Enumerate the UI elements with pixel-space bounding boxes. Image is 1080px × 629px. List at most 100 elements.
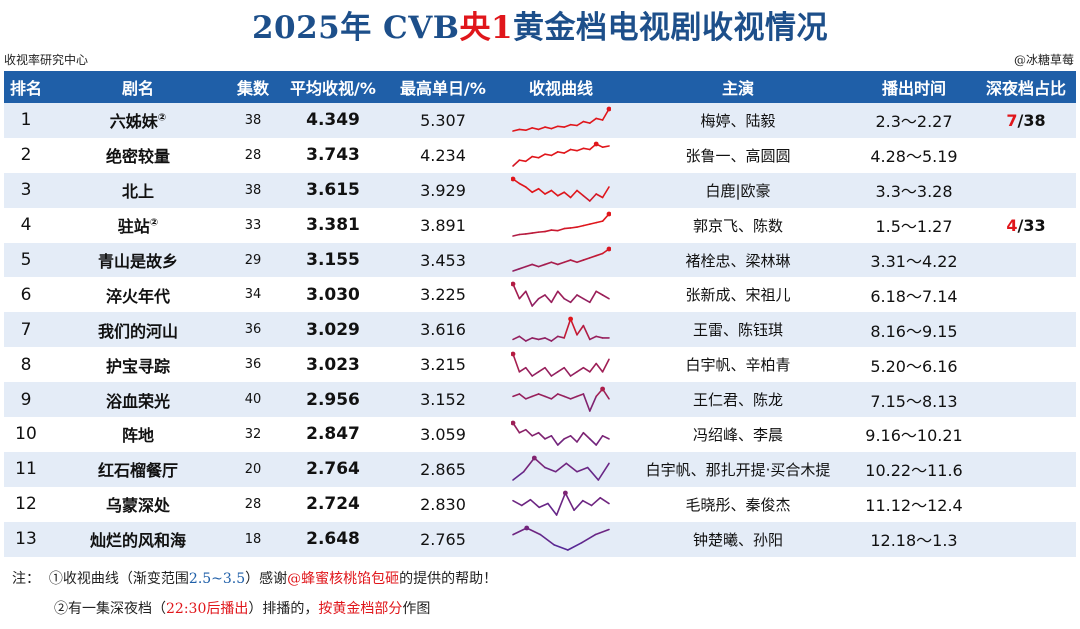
curve-peak-point <box>568 316 573 322</box>
table-row: 13 灿烂的风和海 18 2.648 2.765 钟楚曦、孙阳 12.18～1.3 <box>4 521 1076 557</box>
episodes-cell: 38 <box>244 182 262 198</box>
rating-curve <box>511 421 610 447</box>
peak-rating-cell: 3.225 <box>420 285 466 305</box>
total-episodes: /38 <box>1017 110 1046 130</box>
air-date-cell: 5.20～6.16 <box>870 356 958 376</box>
rank-cell: 3 <box>20 180 32 201</box>
curve-segment <box>580 533 597 544</box>
curve-segment <box>550 229 559 232</box>
curve-segment <box>589 118 597 125</box>
drama-name: 乌蒙深处 <box>105 496 170 516</box>
curve-segment <box>512 268 521 272</box>
avg-rating-cell: 2.847 <box>306 424 360 445</box>
title-part-1: 2025年 CVB <box>251 10 460 46</box>
curve-segment <box>595 252 604 257</box>
episodes-cell: 32 <box>244 426 262 442</box>
air-date-cell: 8.16～9.15 <box>870 321 958 341</box>
peak-rating-cell: 3.059 <box>420 424 466 444</box>
rating-curve <box>512 141 610 168</box>
rank-cell: 12 <box>15 494 37 515</box>
footnotes: 注： ①收视曲线（渐变范围2.5~3.5）感谢@蜂蜜核桃馅包砸的提供的帮助！ ②… <box>12 566 497 626</box>
episodes-cell: 36 <box>244 322 262 338</box>
drama-name-cell: 浴血荣光 <box>48 382 228 417</box>
curve-segment <box>531 432 540 438</box>
drama-name-cell: 驻站② <box>48 208 228 243</box>
rank-cell: 7 <box>20 319 32 340</box>
curve-segment <box>582 257 591 261</box>
curve-peak-point <box>511 281 516 287</box>
curve-segment <box>582 121 591 125</box>
curve-segment <box>525 232 534 235</box>
rating-curve <box>511 281 610 307</box>
peak-rating-cell: 4.234 <box>420 145 466 165</box>
curve-segment <box>601 358 610 373</box>
drama-name: 护宝寻踪 <box>105 356 170 376</box>
rating-curve <box>512 107 611 133</box>
curve-segment <box>563 227 572 230</box>
curve-segment <box>512 159 521 168</box>
peak-rating-cell: 3.891 <box>420 215 466 235</box>
curve-segment <box>518 429 527 434</box>
curve-segment <box>518 335 527 342</box>
air-date-cell: 1.5～1.27 <box>875 217 953 237</box>
curve-segment <box>531 336 540 341</box>
curve-segment <box>512 129 521 133</box>
rank-cell: 5 <box>20 250 32 270</box>
episodes-cell: 29 <box>244 252 262 268</box>
curve-peak-point <box>511 421 516 426</box>
curve-segment <box>576 294 585 300</box>
peak-rating-cell: 2.765 <box>420 529 466 549</box>
drama-name: 六姊妹 <box>109 112 158 132</box>
avg-rating-cell: 3.155 <box>306 250 360 270</box>
peak-rating-cell: 3.152 <box>420 390 466 410</box>
table-row: 10 阵地 32 2.847 3.059 冯绍峰、李晨 9.16～10.21 <box>4 417 1076 452</box>
peak-rating-cell: 2.865 <box>420 459 466 479</box>
curve-segment <box>525 429 534 438</box>
col-header-name: 剧名 <box>121 79 154 98</box>
curve-cell <box>498 208 624 243</box>
drama-name-cell: 绝密较量 <box>48 138 228 173</box>
curve-segment <box>576 432 585 444</box>
footnote-1-text: ①收视曲线（渐变范围 <box>48 571 189 587</box>
title-channel: 央1 <box>459 10 514 46</box>
rank-cell: 10 <box>15 424 37 445</box>
footnote-2-text-d: 作图 <box>402 601 431 617</box>
footnote-mark: ② <box>157 113 167 125</box>
drama-name-cell: 护宝寻踪 <box>48 347 228 382</box>
actors-cell: 梅婷、陆毅 <box>700 111 776 130</box>
curve-segment <box>529 499 540 509</box>
curve-segment <box>589 438 597 447</box>
table-row: 4 驻站② 33 3.381 3.891 郭京飞、陈数 1.5～1.27 4/33 <box>4 207 1076 243</box>
curve-cell <box>498 138 624 173</box>
curve-segment <box>550 392 559 400</box>
table-row: 2 绝密较量 28 3.743 4.234 张鲁一、高圆圆 4.28～5.19 <box>4 137 1076 173</box>
drama-name: 北上 <box>121 182 154 202</box>
drama-name-cell: 阵地 <box>48 417 228 452</box>
air-date-cell: 11.12～12.4 <box>865 496 963 516</box>
footnote-2-text: ②有一集深夜档（ <box>54 601 166 617</box>
curve-cell <box>498 277 624 312</box>
curve-segment <box>531 370 540 377</box>
curve-segment <box>569 317 578 336</box>
actors-cell: 张鲁一、高圆圆 <box>685 146 791 165</box>
curve-peak-point <box>600 386 605 391</box>
avg-rating-cell: 4.349 <box>306 110 360 131</box>
episodes-cell: 36 <box>244 357 262 373</box>
actors-cell: 冯绍峰、李晨 <box>692 425 783 444</box>
curve-segment <box>512 392 521 397</box>
late-share-cell <box>976 312 1076 347</box>
curve-segment <box>550 370 559 377</box>
air-date-cell: 6.18～7.14 <box>870 286 958 306</box>
curve-segment <box>601 435 610 441</box>
curve-cell <box>498 522 624 557</box>
curve-segment <box>518 233 527 236</box>
curve-segment <box>595 435 604 447</box>
rating-curve <box>511 176 610 203</box>
curve-segment <box>595 118 604 122</box>
curve-segment <box>582 366 591 373</box>
curve-segment <box>563 435 572 441</box>
peak-rating-cell: 2.830 <box>420 494 466 514</box>
air-date-cell: 12.18～1.3 <box>870 531 958 551</box>
curve-segment <box>576 224 585 229</box>
rating-curve <box>511 351 610 377</box>
